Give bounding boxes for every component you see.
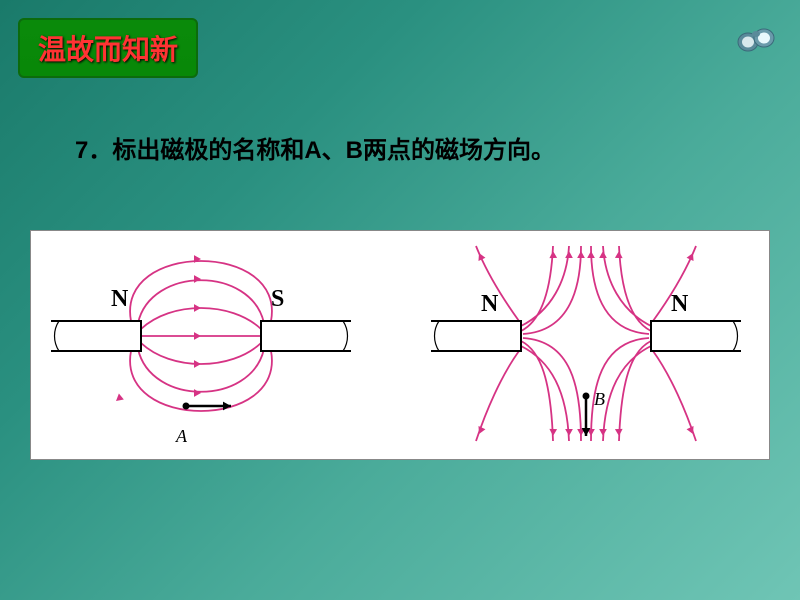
field-diagram-svg: [31, 231, 771, 461]
question-text: 7．标出磁极的名称和A、B两点的磁场方向。: [75, 130, 555, 165]
pole-label-right-0: N: [481, 291, 498, 318]
diagram-container: N S A N N B: [30, 230, 770, 460]
pole-label-right-1: N: [671, 291, 688, 318]
pole-label-left-0: N: [111, 286, 128, 313]
binoculars-icon: [734, 18, 778, 62]
pole-label-left-1: S: [271, 286, 284, 313]
banner-text: 温故而知新: [38, 34, 178, 65]
point-label-right: B: [594, 389, 605, 410]
banner: 温故而知新: [18, 18, 198, 78]
point-label-left: A: [176, 426, 187, 447]
